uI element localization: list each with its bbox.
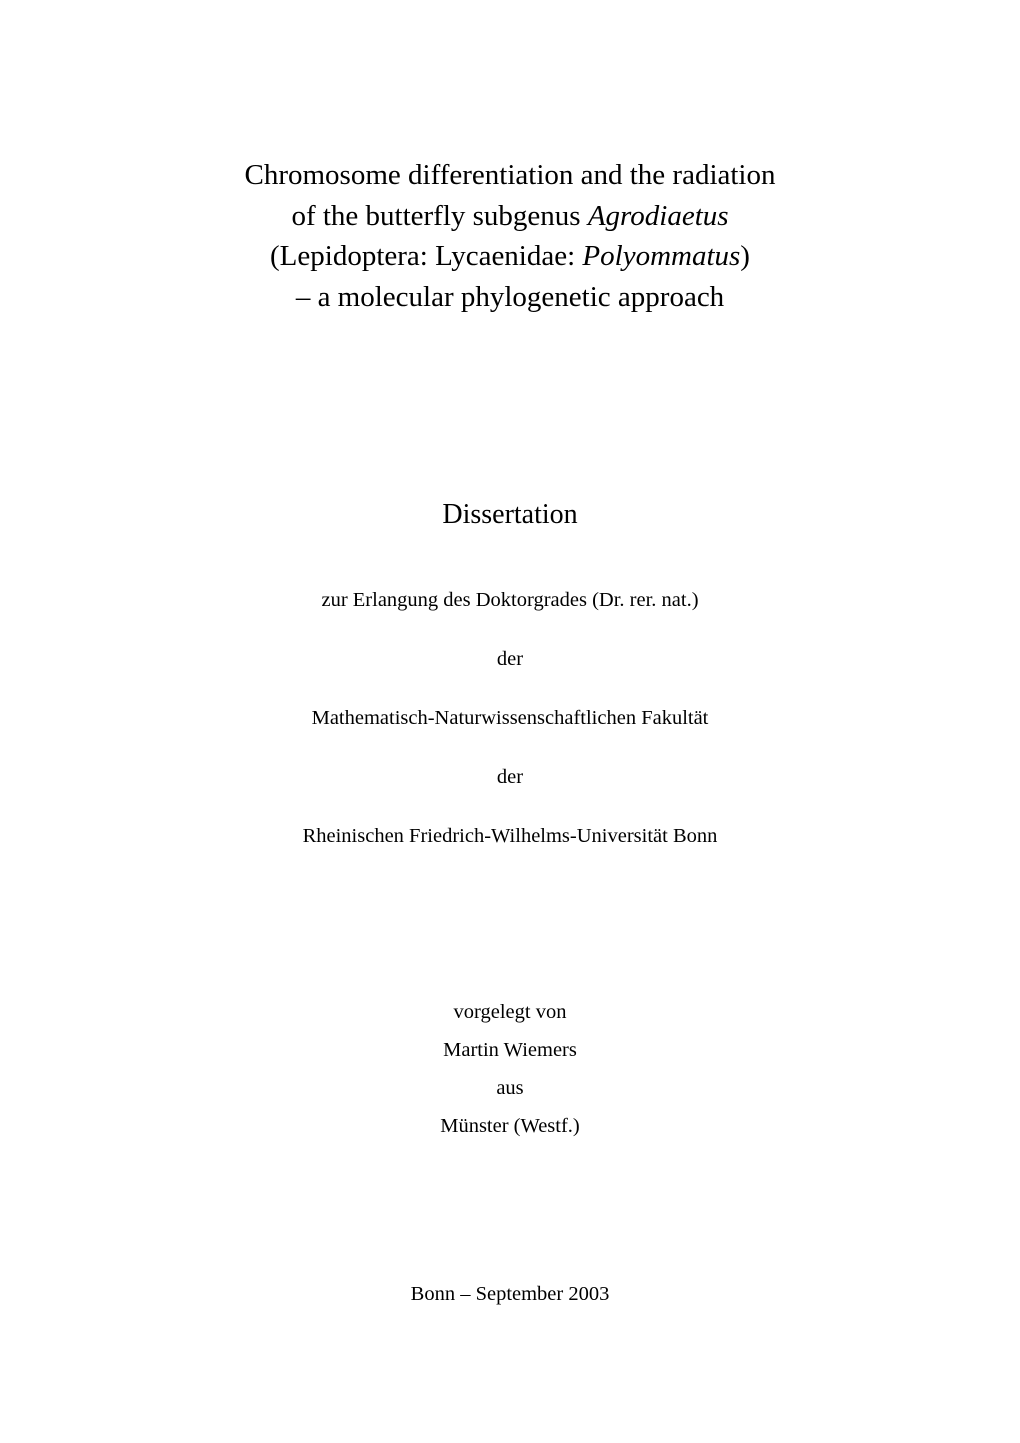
title-line-4: – a molecular phylogenetic approach	[135, 277, 885, 318]
title-line-3-italic: Polyommatus	[582, 240, 740, 272]
title-line-2-prefix: of the butterfly subgenus	[291, 200, 587, 232]
title-block: Chromosome differentiation and the radia…	[135, 155, 885, 317]
presented-by: vorgelegt von	[440, 1001, 580, 1024]
title-line-3-suffix: )	[740, 240, 750, 272]
author-name: Martin Wiemers	[440, 1039, 580, 1062]
author-place: Münster (Westf.)	[440, 1115, 580, 1138]
title-line-3: (Lepidoptera: Lycaenidae: Polyommatus)	[135, 236, 885, 277]
title-line-2: of the butterfly subgenus Agrodiaetus	[135, 196, 885, 237]
title-line-2-italic: Agrodiaetus	[588, 200, 729, 232]
title-line-3-prefix: (Lepidoptera: Lycaenidae:	[270, 240, 582, 272]
from-label: aus	[440, 1077, 580, 1100]
der-1: der	[497, 648, 523, 671]
der-2: der	[497, 766, 523, 789]
dissertation-heading: Dissertation	[442, 499, 577, 531]
author-block: vorgelegt von Martin Wiemers aus Münster…	[440, 986, 580, 1153]
faculty-line: Mathematisch-Naturwissenschaftlichen Fak…	[312, 707, 709, 730]
degree-line: zur Erlangung des Doktorgrades (Dr. rer.…	[321, 589, 698, 612]
footer-date: Bonn – September 2003	[411, 1283, 610, 1306]
title-line-1: Chromosome differentiation and the radia…	[135, 155, 885, 196]
university-line: Rheinischen Friedrich-Wilhelms-Universit…	[303, 825, 718, 848]
